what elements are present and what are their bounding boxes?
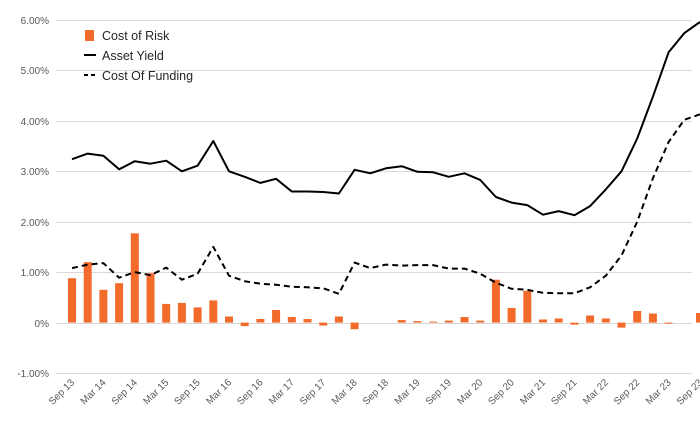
lines bbox=[71, 21, 700, 295]
bar-cost-of-risk bbox=[617, 322, 626, 328]
bar-cost-of-risk bbox=[397, 320, 406, 323]
bar-cost-of-risk bbox=[664, 322, 673, 324]
x-tick-label: Mar 19 bbox=[393, 377, 423, 407]
bar-cost-of-risk bbox=[476, 320, 485, 323]
bar-cost-of-risk bbox=[429, 321, 438, 323]
y-tick-label: 4.00% bbox=[21, 117, 49, 128]
line-asset-yield bbox=[71, 21, 700, 217]
legend: Cost of Risk Asset Yield Cost Of Funding bbox=[84, 29, 193, 83]
bar-cost-of-risk bbox=[146, 273, 155, 323]
bar-cost-of-risk bbox=[83, 262, 92, 323]
bar-cost-of-risk bbox=[130, 233, 139, 323]
bar-cost-of-risk bbox=[539, 319, 547, 323]
cost-of-risk-bars bbox=[68, 233, 700, 330]
bar-cost-of-risk bbox=[554, 318, 563, 323]
y-tick-label: 0% bbox=[35, 319, 50, 330]
bar-cost-of-risk bbox=[177, 302, 186, 323]
bar-cost-of-risk bbox=[162, 303, 171, 323]
x-tick-label: Sep 18 bbox=[361, 377, 391, 407]
bar-cost-of-risk bbox=[648, 313, 657, 323]
x-tick-label: Sep 15 bbox=[173, 377, 203, 407]
bar-cost-of-risk bbox=[68, 278, 76, 323]
x-tick-label: Sep 21 bbox=[549, 377, 579, 407]
x-tick-label: Mar 21 bbox=[518, 377, 548, 407]
legend-label-asset-yield: Asset Yield bbox=[102, 49, 164, 63]
x-tick-label: Sep 13 bbox=[47, 377, 77, 407]
x-tick-label: Sep 17 bbox=[298, 377, 328, 407]
x-tick-label: Sep 19 bbox=[424, 377, 454, 407]
y-axis-ticks: -1.00% 0% 1.00% 2.00% 3.00% 4.00% 5.00% 6.00% bbox=[17, 16, 49, 380]
x-tick-label: Sep 14 bbox=[110, 377, 140, 407]
x-tick-label: Sep 23 bbox=[675, 377, 700, 407]
x-tick-label: Mar 20 bbox=[456, 377, 486, 407]
bar-cost-of-risk bbox=[633, 311, 642, 323]
bar-cost-of-risk bbox=[460, 317, 469, 323]
bar-cost-of-risk bbox=[272, 310, 281, 323]
bar-cost-of-risk bbox=[570, 322, 579, 325]
bar-cost-of-risk bbox=[115, 283, 124, 323]
x-tick-label: Mar 23 bbox=[644, 377, 674, 407]
bar-cost-of-risk bbox=[256, 319, 265, 323]
legend-label-cost-of-funding: Cost Of Funding bbox=[102, 69, 193, 83]
y-tick-label: 3.00% bbox=[21, 167, 49, 178]
y-tick-label: 2.00% bbox=[21, 218, 49, 229]
y-tick-label: 1.00% bbox=[21, 268, 49, 279]
x-tick-label: Sep 22 bbox=[612, 377, 642, 407]
bar-cost-of-risk bbox=[444, 320, 453, 323]
bar-cost-of-risk bbox=[491, 279, 500, 323]
bar-cost-of-risk bbox=[303, 319, 312, 323]
bar-cost-of-risk bbox=[696, 313, 700, 323]
bar-cost-of-risk bbox=[507, 307, 516, 323]
bar-cost-of-risk bbox=[586, 315, 595, 323]
x-tick-label: Mar 15 bbox=[142, 377, 172, 407]
bar-cost-of-risk bbox=[99, 289, 108, 323]
x-tick-label: Mar 14 bbox=[79, 377, 109, 407]
legend-swatch-cost-of-risk bbox=[85, 30, 94, 41]
x-axis-ticks: Sep 13 Mar 14 Sep 14 Mar 15 Sep 15 Mar 16 Sep … bbox=[47, 377, 700, 408]
x-tick-label: Mar 18 bbox=[330, 377, 360, 407]
bar-cost-of-risk bbox=[350, 322, 359, 330]
x-tick-label: Mar 17 bbox=[267, 377, 297, 407]
legend-label-cost-of-risk: Cost of Risk bbox=[102, 29, 170, 43]
bar-cost-of-risk bbox=[601, 318, 610, 323]
bar-cost-of-risk bbox=[287, 317, 296, 323]
bar-cost-of-risk bbox=[523, 290, 532, 323]
x-tick-label: Sep 20 bbox=[487, 377, 517, 407]
bar-cost-of-risk bbox=[225, 316, 233, 323]
x-tick-label: Mar 22 bbox=[581, 377, 611, 407]
y-tick-label: -1.00% bbox=[17, 369, 49, 380]
bar-cost-of-risk bbox=[334, 316, 343, 323]
bar-cost-of-risk bbox=[193, 307, 202, 323]
bar-cost-of-risk bbox=[240, 322, 249, 327]
bar-cost-of-risk bbox=[413, 321, 422, 323]
y-tick-label: 6.00% bbox=[21, 16, 49, 27]
x-tick-label: Sep 16 bbox=[235, 377, 265, 407]
x-tick-label: Mar 16 bbox=[204, 377, 234, 407]
bar-cost-of-risk bbox=[209, 300, 218, 323]
bar-cost-of-risk bbox=[319, 322, 328, 326]
y-tick-label: 5.00% bbox=[21, 66, 49, 77]
line-cost-of-funding bbox=[71, 113, 700, 295]
